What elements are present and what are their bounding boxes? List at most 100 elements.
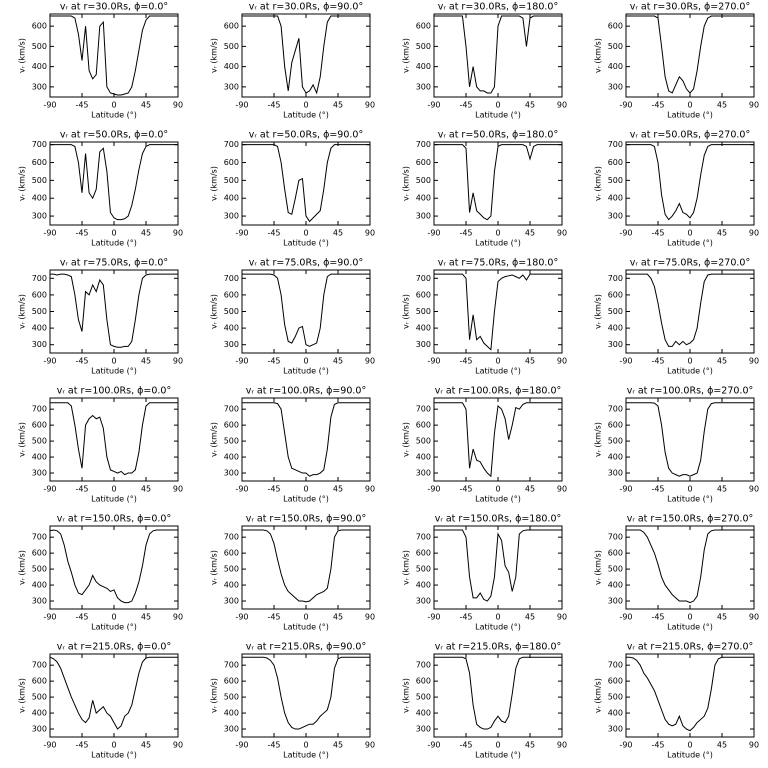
data-line [50, 15, 178, 96]
y-tick-label: 600 [224, 421, 239, 430]
x-tick-label: -90 [427, 741, 440, 750]
y-axis-label: vᵣ (km/s) [402, 294, 411, 329]
x-tick-label: 0 [687, 485, 692, 494]
y-tick-label: 600 [32, 22, 47, 31]
panel-title: vᵣ at r=75.0Rs, ϕ=180.0° [438, 258, 558, 269]
y-tick-label: 400 [224, 453, 239, 462]
y-tick-label: 700 [416, 274, 431, 283]
x-tick-label: 45 [333, 229, 343, 238]
panel-title: vᵣ at r=100.0Rs, ϕ=180.0° [435, 386, 562, 397]
y-tick-label: 600 [224, 290, 239, 299]
y-tick-label: 500 [32, 42, 47, 51]
x-tick-label: -45 [75, 741, 88, 750]
y-tick-label: 400 [608, 194, 623, 203]
panel: vᵣ at r=75.0Rs, ϕ=270.0° -90 -45 0 45 90 300 40… [594, 258, 760, 376]
panel-title: vᵣ at r=30.0Rs, ϕ=0.0° [60, 2, 168, 13]
y-tick-label: 300 [608, 597, 623, 606]
y-tick-label: 400 [224, 62, 239, 71]
data-line [50, 144, 178, 221]
data-line [626, 529, 754, 604]
panel: vᵣ at r=30.0Rs, ϕ=180.0° -90 -45 0 45 90 300 40… [402, 2, 568, 120]
x-tick-label: 0 [303, 357, 308, 366]
x-tick-label: 90 [365, 485, 375, 494]
y-tick-label: 700 [224, 661, 239, 670]
data-line [242, 529, 370, 603]
x-tick-label: -90 [619, 101, 632, 110]
panel-title: vᵣ at r=100.0Rs, ϕ=270.0° [627, 386, 754, 397]
x-tick-label: -90 [619, 357, 632, 366]
data-line [50, 273, 178, 348]
panel: vᵣ at r=100.0Rs, ϕ=90.0° -90 -45 0 45 90 300 40… [210, 386, 376, 504]
x-tick-label: 45 [525, 613, 535, 622]
x-tick-label: -45 [267, 357, 280, 366]
x-tick-label: -45 [75, 485, 88, 494]
x-tick-label: 90 [749, 613, 759, 622]
x-tick-label: -45 [459, 357, 472, 366]
y-tick-label: 400 [608, 709, 623, 718]
panel: vᵣ at r=215.0Rs, ϕ=0.0° -90 -45 0 45 90 300 400… [18, 642, 184, 760]
x-axis-label: Latitude (°) [283, 367, 329, 376]
y-tick-label: 300 [32, 82, 47, 91]
x-tick-label: 90 [365, 741, 375, 750]
y-tick-label: 400 [416, 62, 431, 71]
y-tick-label: 700 [32, 405, 47, 414]
y-tick-label: 300 [32, 597, 47, 606]
y-tick-label: 400 [416, 324, 431, 333]
data-line [49, 656, 178, 730]
y-tick-label: 300 [32, 725, 47, 734]
y-axis-label: vᵣ (km/s) [18, 550, 27, 585]
x-tick-label: 0 [687, 741, 692, 750]
panel-title: vᵣ at r=150.0Rs, ϕ=270.0° [627, 514, 754, 525]
x-tick-label: 45 [525, 741, 535, 750]
y-axis-label: vᵣ (km/s) [18, 422, 27, 457]
x-axis-label: Latitude (°) [91, 495, 137, 504]
y-tick-label: 500 [416, 437, 431, 446]
x-tick-label: 45 [717, 229, 727, 238]
y-tick-label: 400 [32, 581, 47, 590]
y-axis-label: vᵣ (km/s) [402, 38, 411, 73]
x-tick-label: 0 [111, 357, 116, 366]
x-tick-label: 45 [141, 613, 151, 622]
x-tick-label: -45 [651, 101, 664, 110]
x-tick-label: 90 [557, 357, 567, 366]
y-tick-label: 700 [224, 274, 239, 283]
x-tick-label: -45 [459, 229, 472, 238]
data-line [626, 273, 754, 347]
x-tick-label: 0 [303, 101, 308, 110]
y-tick-label: 500 [224, 437, 239, 446]
x-tick-label: 45 [141, 485, 151, 494]
y-axis-label: vᵣ (km/s) [18, 294, 27, 329]
x-tick-label: 0 [111, 613, 116, 622]
x-tick-label: 0 [111, 101, 116, 110]
x-tick-label: 0 [303, 613, 308, 622]
x-tick-label: 90 [365, 613, 375, 622]
y-tick-label: 400 [608, 62, 623, 71]
x-axis-label: Latitude (°) [667, 495, 713, 504]
y-tick-label: 400 [32, 453, 47, 462]
x-tick-label: -90 [235, 101, 248, 110]
y-tick-label: 500 [416, 693, 431, 702]
x-axis-label: Latitude (°) [283, 111, 329, 120]
x-tick-label: 0 [687, 101, 692, 110]
y-tick-label: 500 [32, 693, 47, 702]
x-axis-label: Latitude (°) [667, 239, 713, 248]
y-tick-label: 400 [416, 709, 431, 718]
y-axis-label: vᵣ (km/s) [402, 678, 411, 713]
panel-title: vᵣ at r=100.0Rs, ϕ=90.0° [246, 386, 366, 397]
y-tick-label: 400 [224, 194, 239, 203]
panel: vᵣ at r=150.0Rs, ϕ=90.0° -90 -45 0 45 90 300 40… [210, 514, 376, 632]
x-tick-label: 45 [333, 613, 343, 622]
y-tick-label: 400 [416, 194, 431, 203]
x-tick-label: 0 [495, 229, 500, 238]
y-tick-label: 400 [608, 453, 623, 462]
x-tick-label: 0 [111, 485, 116, 494]
y-tick-label: 300 [224, 82, 239, 91]
x-tick-label: -90 [427, 229, 440, 238]
data-line [242, 273, 370, 347]
y-tick-label: 700 [224, 405, 239, 414]
panel: vᵣ at r=30.0Rs, ϕ=90.0° -90 -45 0 45 90 300 400… [210, 2, 376, 120]
y-tick-label: 500 [608, 176, 623, 185]
x-tick-label: 45 [717, 485, 727, 494]
x-tick-label: -90 [43, 229, 56, 238]
panel-title: vᵣ at r=75.0Rs, ϕ=270.0° [630, 258, 750, 269]
